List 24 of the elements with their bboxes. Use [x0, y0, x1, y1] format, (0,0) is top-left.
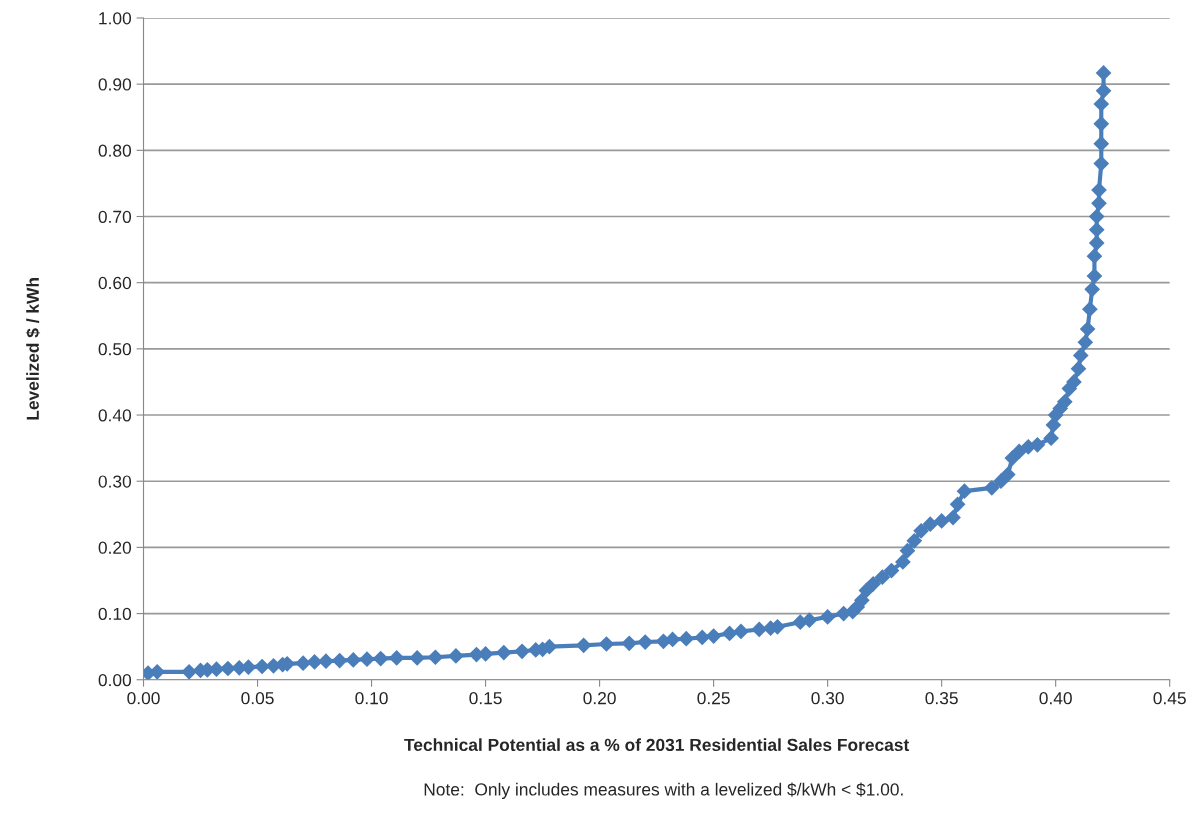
y-axis-title: Levelized $ / kWh: [25, 278, 41, 420]
x-tick-label: 0.35: [925, 692, 958, 705]
y-tick-label: 0.20: [98, 541, 132, 554]
y-tick-label: 0.70: [98, 210, 132, 223]
y-tick-label: 0.30: [98, 475, 132, 488]
x-tick-label: 0.45: [1153, 692, 1186, 705]
y-tick-label: 0.10: [98, 607, 132, 621]
x-tick-label: 0.05: [241, 692, 274, 705]
x-tick-label: 0.25: [697, 692, 730, 705]
x-tick-label: 0.10: [355, 692, 388, 705]
text: Note: Only includes measures with a levelized $/kWh < $1.00.: [424, 782, 903, 800]
y-tick-label: 0.50: [98, 343, 132, 356]
y-tick-label: 0.60: [98, 276, 132, 290]
x-tick-label: 0.40: [1039, 692, 1072, 705]
y-tick-label: 1.00: [99, 12, 132, 25]
y-tick-label: 0.40: [98, 409, 132, 422]
x-tick-label: 0.15: [469, 692, 502, 705]
x-axis-title: Technical Potential as a % of 2031 Residential Sales Forecast: [404, 738, 910, 752]
y-tick-label: 0.90: [98, 78, 132, 91]
y-tick-label: 0.00: [98, 673, 132, 687]
y-tick-label: 0.80: [98, 144, 132, 157]
x-tick-label: 0.00: [127, 692, 160, 705]
x-tick-label: 0.20: [583, 692, 616, 705]
x-tick-label: 0.30: [811, 692, 844, 705]
